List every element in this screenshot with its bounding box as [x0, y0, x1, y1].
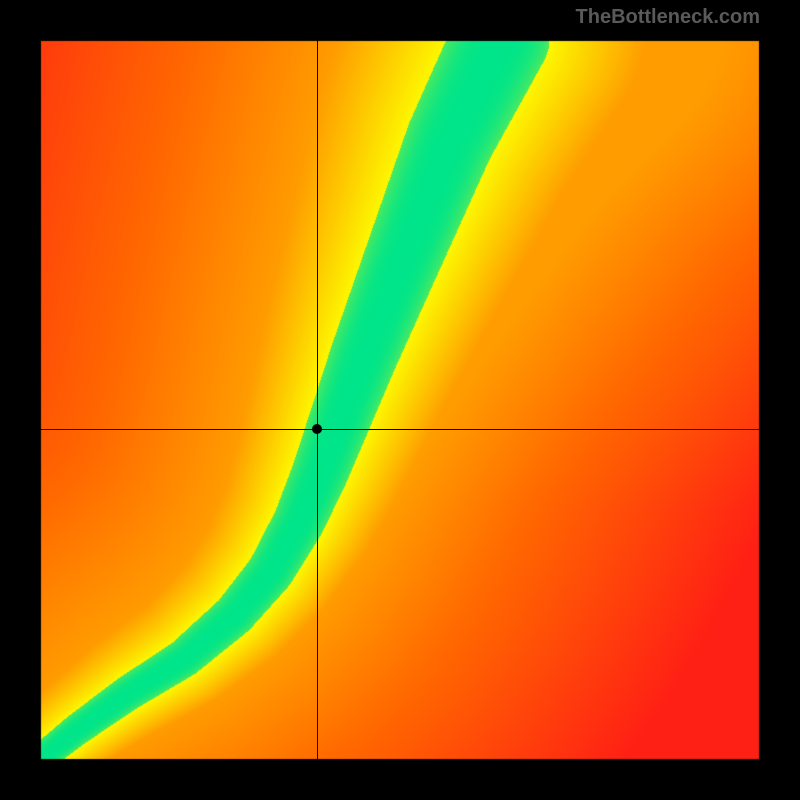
- crosshair-horizontal: [40, 429, 760, 430]
- crosshair-vertical: [317, 40, 318, 760]
- heatmap-plot: [40, 40, 760, 760]
- heatmap-canvas: [40, 40, 760, 760]
- crosshair-marker: [312, 424, 322, 434]
- watermark-text: TheBottleneck.com: [576, 6, 760, 29]
